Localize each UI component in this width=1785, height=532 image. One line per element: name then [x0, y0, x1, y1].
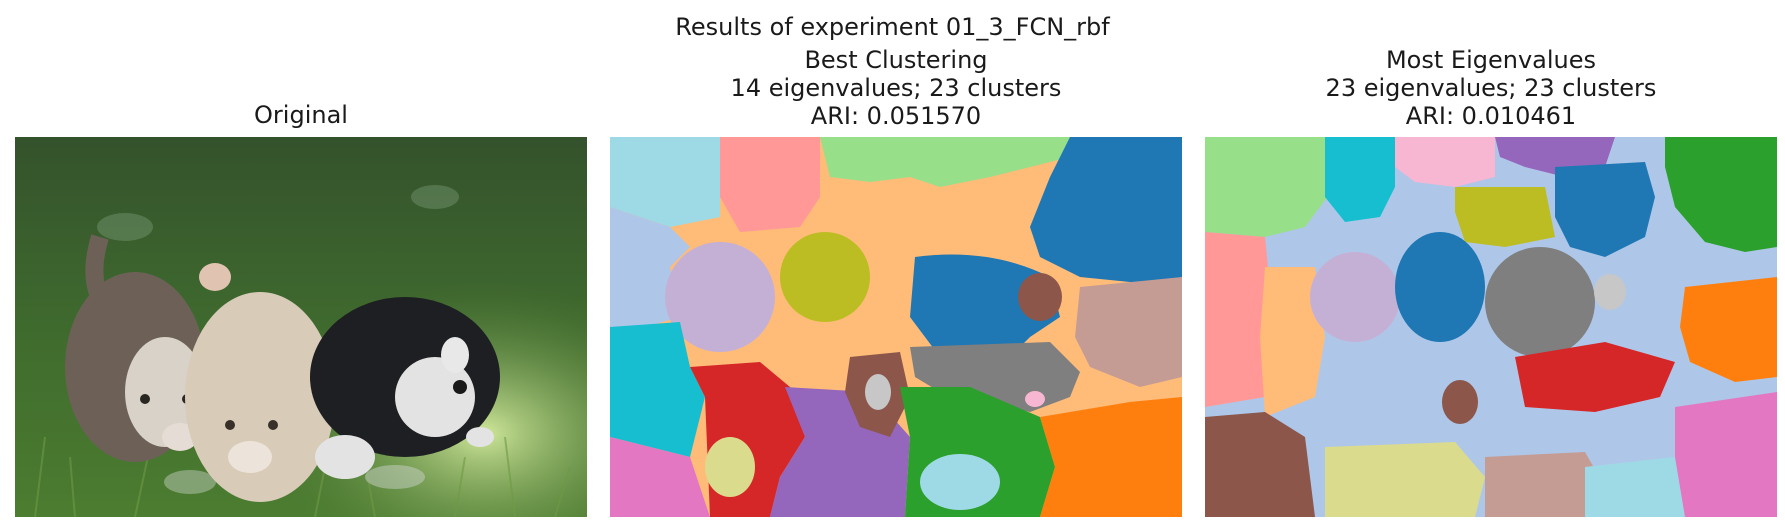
panel-title-most-line2: 23 eigenvalues; 23 clusters: [1325, 74, 1657, 102]
most-eigenvalues-map: [1205, 137, 1777, 517]
panel-title-most-line1: Most Eigenvalues: [1385, 46, 1597, 74]
best-clustering-segments: [610, 137, 1182, 517]
best-clustering-map: [610, 137, 1182, 517]
puppies-photo: [15, 137, 587, 517]
panel-title-best-line1: Best Clustering: [804, 46, 988, 74]
original-image: [15, 137, 587, 517]
panel-title-best-line3: ARI: 0.051570: [810, 102, 982, 130]
figure-suptitle: Results of experiment 01_3_FCN_rbf: [675, 13, 1110, 41]
panel-title-best-line2: 14 eigenvalues; 23 clusters: [730, 74, 1062, 102]
panel-title-most-line3: ARI: 0.010461: [1405, 102, 1577, 130]
most-eigenvalues-segments: [1205, 137, 1777, 517]
panel-title-original: Original: [254, 101, 348, 129]
